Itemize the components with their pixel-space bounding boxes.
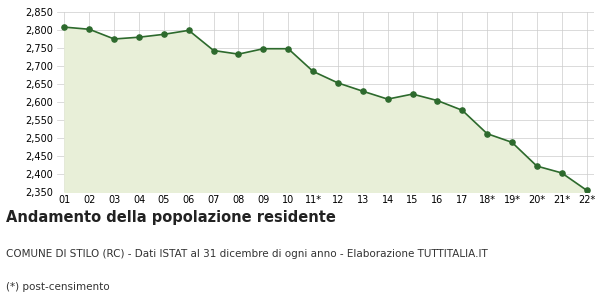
Point — [109, 37, 119, 41]
Point — [159, 32, 169, 37]
Text: Andamento della popolazione residente: Andamento della popolazione residente — [6, 210, 336, 225]
Point — [557, 170, 566, 175]
Text: COMUNE DI STILO (RC) - Dati ISTAT al 31 dicembre di ogni anno - Elaborazione TUT: COMUNE DI STILO (RC) - Dati ISTAT al 31 … — [6, 249, 488, 259]
Point — [582, 188, 592, 193]
Point — [85, 27, 94, 32]
Point — [259, 46, 268, 51]
Point — [333, 80, 343, 85]
Point — [383, 97, 392, 101]
Point — [59, 25, 69, 29]
Point — [433, 98, 442, 103]
Point — [283, 46, 293, 51]
Point — [532, 164, 542, 169]
Point — [308, 69, 318, 74]
Point — [233, 52, 243, 56]
Point — [184, 28, 194, 33]
Point — [134, 35, 144, 40]
Point — [408, 92, 418, 97]
Point — [482, 131, 492, 136]
Point — [358, 89, 368, 94]
Point — [507, 140, 517, 145]
Point — [457, 108, 467, 113]
Text: (*) post-censimento: (*) post-censimento — [6, 282, 110, 292]
Point — [209, 48, 218, 53]
